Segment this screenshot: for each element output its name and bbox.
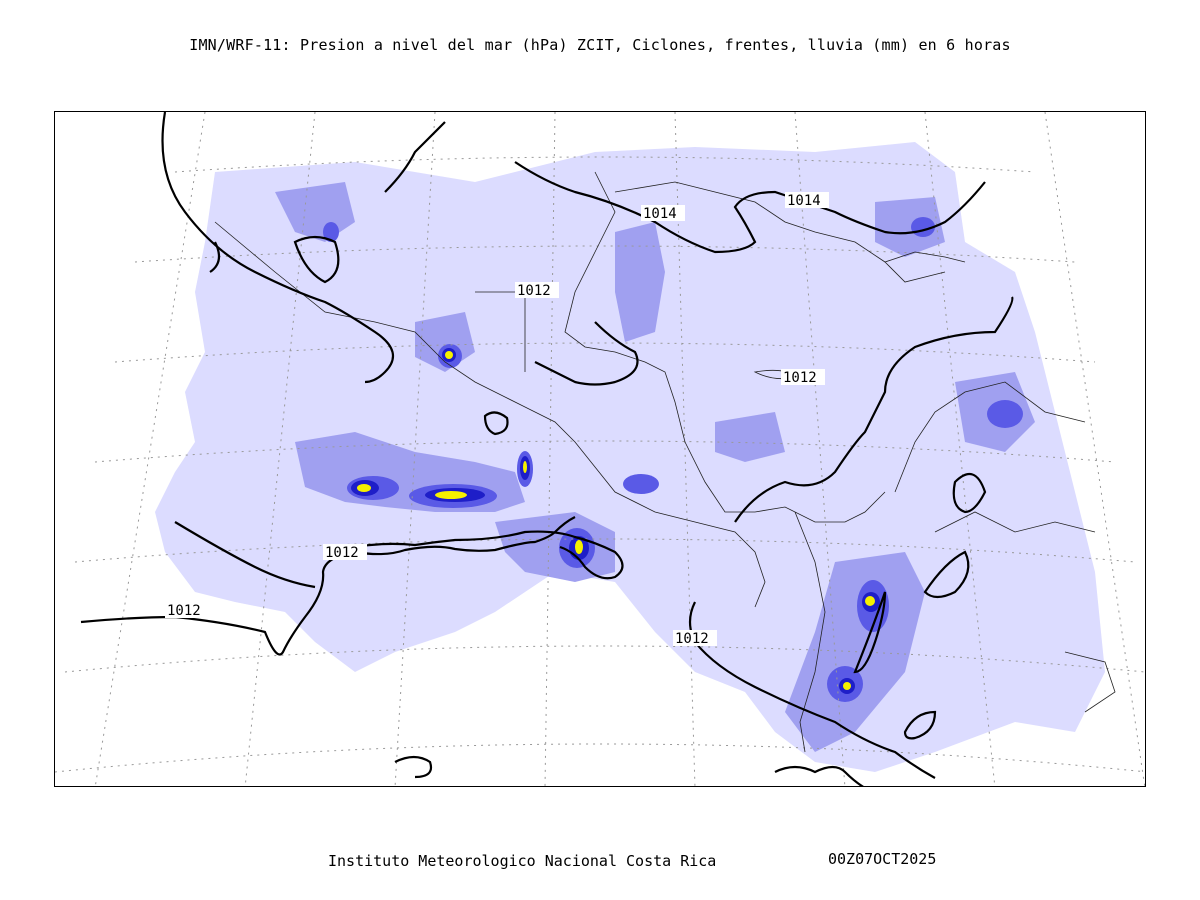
isobar-label-1012-central: 1012 (517, 283, 551, 299)
map-panel: 1014 1014 1012 1012 1012 1012 1012 (54, 111, 1146, 787)
isobar-label-1012-south: 1012 (675, 631, 709, 647)
isobar-label-1012-caribbean: 1012 (783, 370, 817, 386)
isobar-label-1014-east: 1014 (787, 193, 821, 209)
institution-label: Instituto Meteorologico Nacional Costa R… (328, 852, 717, 870)
map-svg: 1014 1014 1012 1012 1012 1012 1012 (55, 112, 1145, 786)
chart-title: IMN/WRF-11: Presion a nivel del mar (hPa… (189, 36, 1011, 54)
rain-extreme-layer (357, 351, 875, 690)
latlon-grid (55, 112, 1145, 786)
isobar-label-1012-pacific: 1012 (325, 545, 359, 561)
isobar-labels: 1014 1014 1012 1012 1012 1012 1012 (165, 192, 829, 647)
coastlines (214, 171, 1116, 753)
isobar-label-1012-west: 1012 (167, 603, 201, 619)
forecast-timestamp: 00Z07OCT2025 (828, 850, 937, 868)
isobar-label-1014-west: 1014 (643, 206, 677, 222)
